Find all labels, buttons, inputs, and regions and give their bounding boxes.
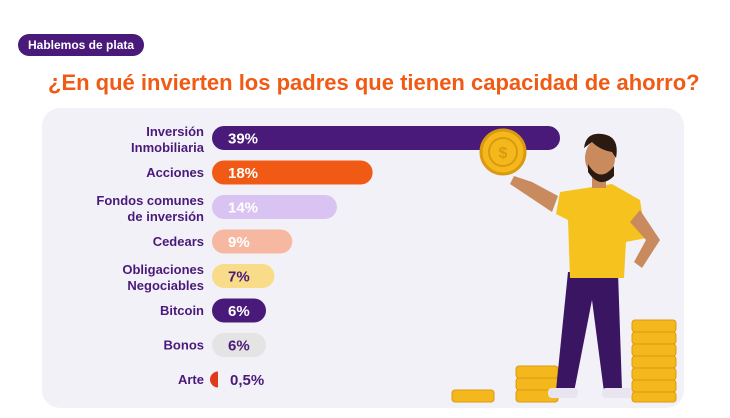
section-tag: Hablemos de plata bbox=[18, 34, 145, 56]
bar bbox=[212, 195, 337, 219]
category-label: Fondos comunes de inversión bbox=[96, 193, 204, 224]
value-label: 6% bbox=[228, 338, 250, 355]
category-label: Bitcoin bbox=[160, 303, 204, 318]
bar bbox=[212, 126, 560, 150]
value-label: 0,5% bbox=[230, 372, 264, 389]
man-figure-icon: $ bbox=[479, 128, 660, 398]
svg-text:$: $ bbox=[499, 145, 508, 162]
investor-illustration: $ bbox=[451, 128, 677, 403]
bar bbox=[210, 371, 218, 388]
value-label: 9% bbox=[228, 234, 250, 251]
bar bbox=[212, 298, 266, 323]
value-label: 18% bbox=[228, 165, 258, 182]
bars-group: Inversión Inmobiliaria 39% Acciones 18% Fondo… bbox=[96, 124, 560, 389]
category-label: Cedears bbox=[153, 234, 204, 249]
coin-stack-middle-icon bbox=[515, 365, 559, 403]
value-label: 7% bbox=[228, 269, 250, 286]
page-title: ¿En qué invierten los padres que tienen … bbox=[48, 70, 700, 95]
value-label: 39% bbox=[228, 131, 258, 148]
category-label: Inversión Inmobiliaria bbox=[131, 124, 205, 155]
bar bbox=[212, 264, 275, 288]
coin-stack-left-icon bbox=[451, 389, 495, 403]
category-label: Bonos bbox=[164, 338, 204, 353]
category-label: Acciones bbox=[146, 165, 204, 180]
bar bbox=[212, 333, 266, 357]
bar bbox=[212, 229, 293, 254]
bar bbox=[212, 160, 373, 185]
category-label: Arte bbox=[178, 372, 204, 387]
value-label: 6% bbox=[228, 303, 250, 320]
category-label: Obligaciones Negociables bbox=[122, 262, 204, 293]
coin-stack-right-icon bbox=[631, 319, 677, 403]
value-label: 14% bbox=[228, 200, 258, 217]
